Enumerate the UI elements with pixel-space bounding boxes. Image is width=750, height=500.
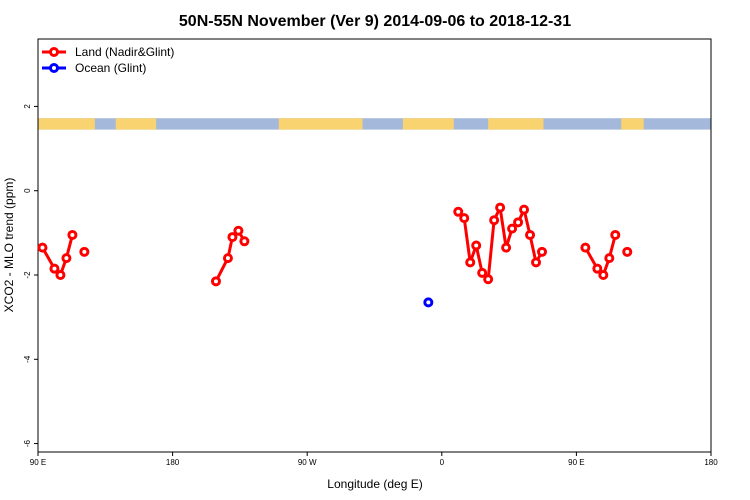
series-land: [37, 202, 633, 287]
x-tick-label: 180: [166, 458, 180, 467]
data-point: [37, 242, 48, 253]
series-ocean: [423, 297, 434, 308]
surface-band-ocean: [38, 118, 711, 130]
legend-item-ocean: Ocean (Glint): [42, 61, 146, 75]
data-point: [525, 229, 536, 240]
chart-title: 50N-55N November (Ver 9) 2014-09-06 to 2…: [179, 13, 571, 30]
data-point: [483, 274, 494, 285]
legend-ocean-marker: [49, 63, 59, 73]
data-point: [580, 242, 591, 253]
data-point: [222, 253, 233, 264]
data-point: [233, 225, 244, 236]
surface-band: [38, 118, 711, 130]
surface-band-land: [488, 118, 544, 130]
data-point: [519, 204, 530, 215]
data-point: [477, 267, 488, 278]
data-point: [79, 246, 90, 257]
surface-band-land: [278, 118, 363, 130]
data-point: [622, 246, 633, 257]
surface-band-land: [38, 118, 95, 130]
y-tick-label: -4: [23, 355, 32, 363]
data-point: [537, 246, 548, 257]
data-point: [604, 253, 615, 264]
legend-land-marker: [49, 47, 59, 57]
y-tick-label: 0: [23, 188, 32, 193]
data-point: [531, 257, 542, 268]
y-tick-label: -6: [23, 439, 32, 447]
data-point: [49, 263, 60, 274]
data-point: [453, 206, 464, 217]
legend-land-label: Land (Nadir&Glint): [75, 45, 174, 59]
y-axis: 2 0 -2 -4 -6: [23, 104, 38, 447]
y-tick-label: -2: [23, 271, 32, 279]
data-point: [239, 236, 250, 247]
data-point: [61, 253, 72, 264]
x-tick-label: 90 E: [568, 458, 584, 467]
x-tick-label: 90 E: [30, 458, 46, 467]
data-point: [513, 217, 524, 228]
data-point: [489, 215, 500, 226]
data-point: [501, 242, 512, 253]
series-group: [37, 202, 633, 308]
data-point: [459, 213, 470, 224]
data-point: [610, 229, 621, 240]
data-point: [227, 232, 238, 243]
data-point: [55, 270, 66, 280]
data-point: [471, 240, 482, 251]
y-tick-label: 2: [23, 104, 32, 109]
data-point: [507, 223, 518, 234]
legend-item-land: Land (Nadir&Glint): [42, 45, 174, 59]
surface-band-land: [115, 118, 157, 130]
data-point: [465, 257, 476, 268]
data-point: [423, 297, 434, 308]
x-tick-label: 90 W: [298, 458, 317, 467]
x-tick-label: 0: [440, 458, 445, 467]
series-line: [457, 206, 544, 281]
surface-band-land: [402, 118, 454, 130]
data-point: [210, 276, 221, 287]
plot-frame: [37, 38, 712, 453]
data-point: [592, 263, 603, 274]
data-point: [598, 270, 609, 280]
y-axis-label: XCO2 - MLO trend (ppm): [2, 178, 16, 313]
x-axis: 90 E 180 90 W 0 90 E 180: [30, 452, 718, 467]
legend: Land (Nadir&Glint) Ocean (Glint): [42, 45, 174, 75]
x-tick-label: 180: [704, 458, 718, 467]
surface-band-land: [621, 118, 644, 130]
data-point: [495, 202, 506, 213]
legend-ocean-label: Ocean (Glint): [75, 61, 146, 75]
data-point: [67, 229, 78, 240]
x-axis-label: Longitude (deg E): [327, 477, 422, 491]
